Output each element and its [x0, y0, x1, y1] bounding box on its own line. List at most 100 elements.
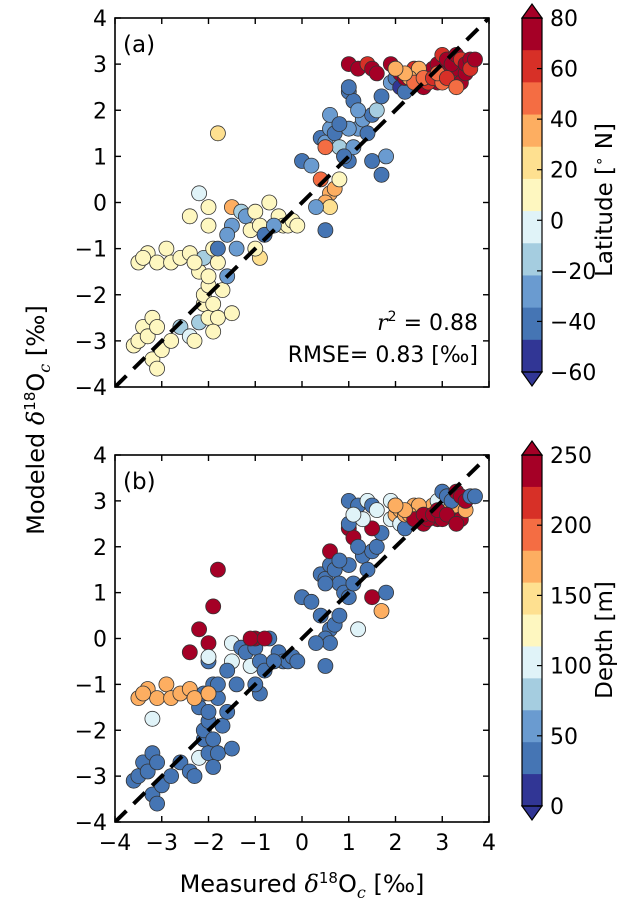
data-point: [289, 653, 306, 670]
colorbar-latitude-label: Latitude [∘ N]: [590, 123, 618, 277]
panel-b-label: (b): [123, 469, 156, 495]
data-point: [368, 502, 385, 519]
data-point: [163, 768, 180, 784]
data-point: [223, 740, 240, 757]
data-point: [350, 621, 367, 638]
data-point: [149, 319, 166, 335]
data-point: [331, 116, 348, 132]
colorbar-band: [522, 742, 542, 775]
x-tick-label: 4: [482, 831, 496, 856]
data-point: [223, 305, 240, 322]
data-point: [200, 649, 217, 665]
data-point: [448, 79, 465, 96]
data-point: [303, 593, 320, 610]
colorbar-depth-ticks: 250 200 150 100 50 0: [537, 444, 592, 820]
data-point: [336, 148, 353, 165]
data-point: [364, 153, 381, 169]
data-point: [158, 240, 175, 257]
colorbar-band: [522, 146, 542, 180]
data-point: [317, 575, 334, 592]
data-point: [378, 584, 395, 601]
data-point: [350, 102, 367, 119]
colorbar-band: [522, 178, 542, 212]
colorbar-tick-label: 100: [550, 655, 592, 680]
colorbar-band: [522, 582, 542, 616]
panel-a-r2-annotation: r2 = 0.88: [377, 309, 478, 336]
data-point: [209, 254, 226, 271]
y-tick-label: −4: [75, 811, 107, 836]
data-point: [205, 731, 222, 748]
data-point: [209, 309, 226, 326]
data-point: [209, 240, 226, 257]
data-point: [261, 194, 278, 211]
colorbar-extend-max: [520, 439, 544, 456]
colorbar-depth-label: Depth [m]: [592, 581, 618, 699]
x-tick-label: −3: [146, 831, 178, 856]
colorbar-latitude-ticks: 80 60 40 20 0 −20 −40 −60: [537, 7, 596, 386]
data-point: [322, 635, 338, 651]
colorbar-depth: 250 200 150 100 50 0 Depth [m]: [520, 439, 618, 822]
data-point: [345, 506, 362, 523]
data-point: [149, 754, 166, 771]
y-tick-label: −2: [75, 719, 107, 744]
y-tick-label: 3: [93, 53, 107, 78]
panel-b-ticks: −4 −3 −2 −1 0 1 2 3 4 −4 −3 −2 −1 0 1 2 3 4: [75, 444, 496, 856]
colorbar-tick-label: 80: [550, 7, 578, 32]
data-point: [467, 488, 483, 505]
data-point: [135, 685, 152, 702]
x-tick-label: −1: [239, 831, 271, 856]
data-point: [149, 254, 166, 271]
y-tick-label: 0: [93, 628, 107, 653]
y-tick-label: −1: [75, 673, 107, 698]
y-axis-label: Modeled δ18Oc [‰]: [21, 305, 54, 535]
data-point: [200, 685, 217, 702]
data-point: [205, 759, 222, 775]
colorbar-band: [522, 678, 542, 711]
panel-b-points: [125, 483, 483, 812]
x-tick-label: 0: [295, 831, 309, 856]
data-point: [256, 630, 273, 647]
data-point: [135, 249, 152, 266]
data-point: [317, 658, 334, 674]
colorbar-tick-label: −60: [550, 361, 596, 386]
data-point: [181, 644, 198, 661]
data-point: [308, 199, 324, 216]
data-point: [373, 166, 390, 183]
data-point: [467, 51, 483, 68]
data-point: [186, 690, 203, 706]
data-point: [149, 360, 166, 377]
colorbar-tick-label: 0: [550, 795, 564, 820]
data-point: [350, 538, 367, 555]
colorbar-band: [522, 774, 542, 807]
x-tick-label: 1: [342, 831, 356, 856]
data-point: [228, 676, 245, 693]
colorbar-band: [522, 518, 542, 552]
colorbar-depth-bands: [520, 439, 544, 822]
panel-b: −4 −3 −2 −1 0 1 2 3 4 −4 −3 −2 −1 0 1 2 3 4 (b): [75, 444, 496, 856]
data-point: [209, 125, 226, 142]
colorbar-frame: [521, 17, 543, 373]
colorbar-extend-max: [520, 2, 544, 19]
x-axis-label: Measured δ18Oc [‰]: [180, 869, 425, 902]
data-point: [331, 552, 348, 569]
y-tick-label: 2: [93, 99, 107, 124]
data-point: [200, 268, 217, 285]
data-point: [209, 561, 226, 578]
y-tick-label: −4: [75, 376, 107, 401]
colorbar-band: [522, 455, 542, 488]
colorbar-latitude-bands: [520, 2, 544, 388]
colorbar-tick-label: 50: [550, 725, 578, 750]
data-point: [186, 768, 203, 784]
colorbar-band: [522, 82, 542, 116]
panel-b-one-to-one-line: [115, 455, 489, 822]
colorbar-extend-min: [520, 371, 544, 388]
data-point: [209, 745, 226, 762]
colorbar-band: [522, 550, 542, 584]
data-point: [387, 497, 404, 514]
panel-a-points: [125, 47, 483, 377]
data-point: [200, 217, 217, 234]
data-point: [205, 598, 222, 615]
x-tick-label: 2: [389, 831, 403, 856]
data-point: [289, 217, 306, 234]
